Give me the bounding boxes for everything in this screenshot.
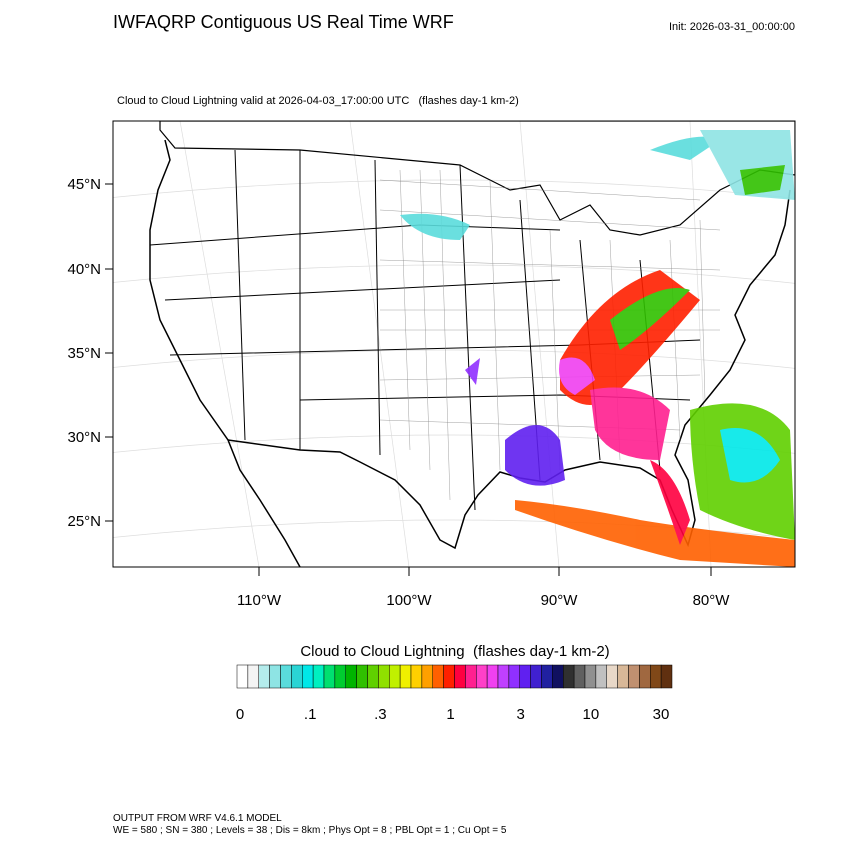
colorbar-swatch xyxy=(563,664,575,689)
colorbar-swatch xyxy=(389,664,401,689)
colorbar-swatch xyxy=(508,664,520,689)
lon-label: 100°W xyxy=(386,592,432,609)
colorbar-swatch xyxy=(345,664,357,689)
lat-label: 30°N xyxy=(67,429,101,446)
axis-labels: 45°N 40°N 35°N 30°N 25°N 110°W 100°W 90°W 80°W xyxy=(67,176,730,609)
lat-label: 35°N xyxy=(67,345,101,362)
colorbar-tick-label: 3 xyxy=(516,706,524,723)
colorbar-swatch xyxy=(454,664,466,689)
colorbar-swatch xyxy=(486,664,499,689)
colorbar-swatch xyxy=(269,664,281,689)
colorbar-swatch xyxy=(552,664,564,689)
us-coast-border xyxy=(227,189,791,550)
lon-label: 110°W xyxy=(237,592,282,609)
colorbar-title: Cloud to Cloud Lightning (flashes day-1 … xyxy=(300,643,609,660)
colorbar-swatch xyxy=(378,664,390,689)
colorbar-swatch xyxy=(302,664,314,689)
colorbar-swatch xyxy=(236,664,249,689)
colorbar-swatch xyxy=(573,664,586,689)
colorbar-swatch xyxy=(334,664,346,689)
colorbar: 0 .1 .3 1 3 10 30 xyxy=(236,664,673,723)
colorbar-swatch xyxy=(280,664,292,689)
colorbar-tick-label: 10 xyxy=(582,706,599,723)
colorbar-swatch xyxy=(639,664,651,689)
colorbar-swatch xyxy=(541,664,553,689)
colorbar-tick-label: 0 xyxy=(236,706,244,723)
colorbar-swatch xyxy=(530,664,542,689)
colorbar-swatch xyxy=(497,664,510,689)
colorbar-swatch xyxy=(595,664,607,689)
lightning-field xyxy=(400,130,795,567)
graticule xyxy=(113,121,795,567)
colorbar-swatch xyxy=(606,664,618,689)
lon-label: 90°W xyxy=(541,592,579,609)
colorbar-tick-label: 1 xyxy=(446,706,454,723)
colorbar-swatch xyxy=(617,664,629,689)
lat-label: 25°N xyxy=(67,513,101,530)
canada-border xyxy=(159,121,795,236)
colorbar-tick-label: .3 xyxy=(374,706,387,723)
init-time: Init: 2026-03-31_00:00:00 xyxy=(669,21,795,33)
colorbar-swatch xyxy=(247,664,259,689)
colorbar-swatch xyxy=(465,664,477,689)
colorbar-swatch xyxy=(323,664,336,689)
lon-label: 80°W xyxy=(693,592,731,609)
colorbar-swatch xyxy=(367,664,379,689)
subtitle: Cloud to Cloud Lightning valid at 2026-0… xyxy=(117,95,519,107)
map-frame xyxy=(112,120,796,568)
colorbar-tick-label: .1 xyxy=(304,706,317,723)
colorbar-swatch xyxy=(312,664,325,689)
colorbar-tick-label: 30 xyxy=(653,706,670,723)
colorbar-swatch xyxy=(356,664,368,689)
colorbar-swatch xyxy=(410,664,423,689)
colorbar-swatch xyxy=(650,664,662,689)
title: IWFAQRP Contiguous US Real Time WRF xyxy=(113,12,454,32)
colorbar-swatch xyxy=(628,664,640,689)
map-area xyxy=(113,121,795,567)
west-coast xyxy=(149,139,301,567)
colorbar-swatch xyxy=(476,664,488,689)
colorbar-swatch xyxy=(421,664,433,689)
colorbar-swatch xyxy=(519,664,531,689)
footer-line: OUTPUT FROM WRF V4.6.1 MODEL xyxy=(113,813,282,824)
colorbar-swatch xyxy=(291,664,303,689)
colorbar-swatch xyxy=(443,664,455,689)
lat-label: 45°N xyxy=(67,176,101,193)
lat-label: 40°N xyxy=(67,261,101,278)
colorbar-swatch xyxy=(399,664,412,689)
footer-line: WE = 580 ; SN = 380 ; Levels = 38 ; Dis … xyxy=(113,825,507,836)
colorbar-swatch xyxy=(660,664,673,689)
colorbar-swatch xyxy=(584,664,597,689)
colorbar-swatch xyxy=(432,664,444,689)
colorbar-swatch xyxy=(258,664,270,689)
